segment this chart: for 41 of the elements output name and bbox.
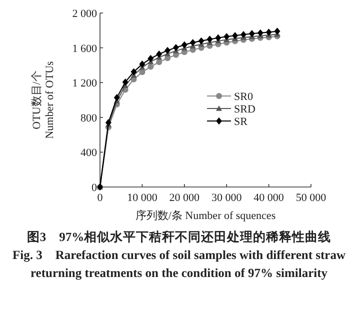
y-tick-label: 800 <box>80 112 98 124</box>
point <box>139 60 146 68</box>
point <box>240 30 246 38</box>
point <box>148 54 154 62</box>
point <box>215 34 222 42</box>
point <box>148 64 154 70</box>
text: 图3 97%相似水平下秸秆不同还田处理的稀释性曲线 <box>26 229 332 246</box>
x-tick-label: 20 000 <box>169 192 200 204</box>
point <box>274 28 280 35</box>
point <box>114 94 120 102</box>
x-tick-label: 30 000 <box>211 192 242 204</box>
point <box>198 37 204 45</box>
point <box>266 28 272 36</box>
y-tick-label: 1 600 <box>72 42 98 55</box>
y-tick-label: 1 200 <box>72 78 98 90</box>
point <box>232 32 238 40</box>
point <box>257 29 264 37</box>
point <box>181 41 188 48</box>
x-tick-label: 10 000 <box>127 192 158 204</box>
point <box>206 36 213 43</box>
point <box>172 44 179 52</box>
x-tick-label: 40 000 <box>254 192 284 204</box>
text: Fig. 3 Rarefaction curves of soil samples with different straw returning treatments on the condition of 97% similarity <box>12 247 346 282</box>
point <box>248 30 255 38</box>
x-tick-label: 50 000 <box>296 192 327 204</box>
y-tick-label: 400 <box>80 147 98 160</box>
point <box>164 46 171 54</box>
point <box>156 59 162 66</box>
point <box>156 50 162 58</box>
y-tick-label: 2 000 <box>72 8 98 20</box>
legend-label: SRD <box>234 104 256 116</box>
y-axis-title: OTU数目/个 Number of OTUs <box>31 61 56 139</box>
point <box>122 78 128 86</box>
point <box>224 32 230 40</box>
y-tick-label: 0 <box>92 182 98 194</box>
x-axis-title: 序列数/条 Number of squences <box>135 209 276 222</box>
legend-label: SR0 <box>234 91 254 103</box>
point <box>105 119 112 126</box>
point <box>190 38 196 46</box>
point <box>130 68 137 76</box>
legend-label: SR <box>234 116 248 128</box>
